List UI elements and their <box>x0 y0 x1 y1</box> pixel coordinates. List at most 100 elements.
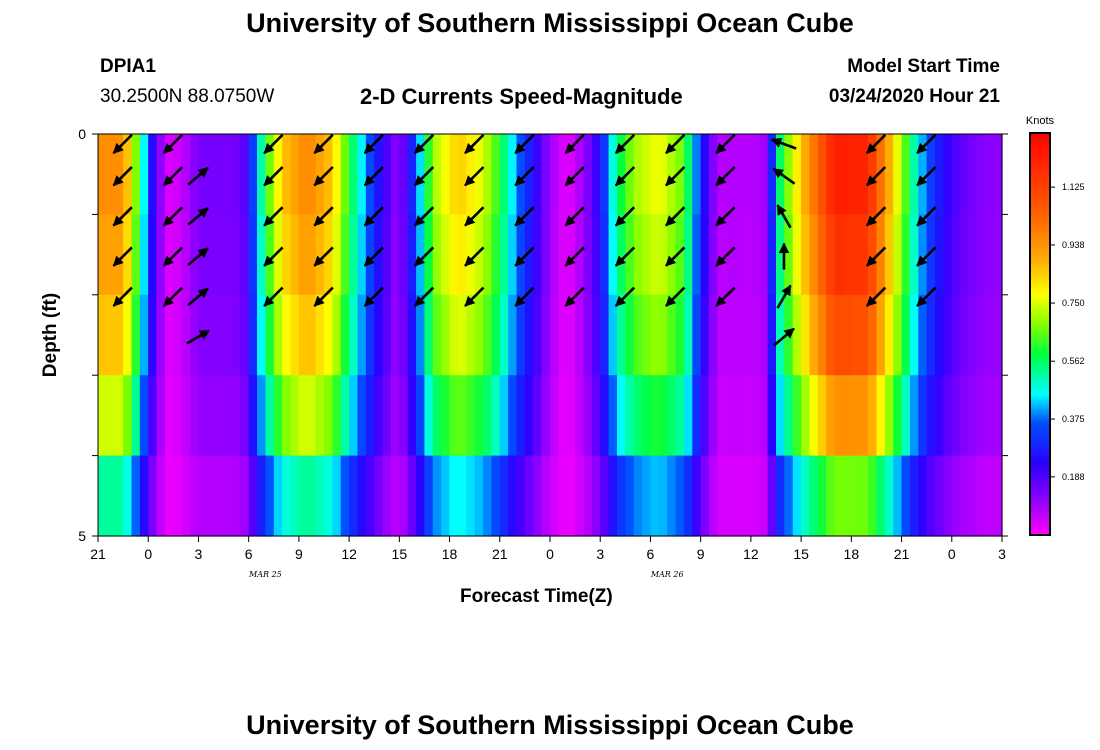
heat-cell <box>357 214 367 296</box>
heat-cell <box>608 214 618 296</box>
current-vector-arrow <box>614 246 636 267</box>
heat-cell <box>432 166 442 215</box>
heat-cell <box>374 375 384 457</box>
heat-cell <box>717 294 727 376</box>
heat-cell <box>926 134 936 167</box>
heat-cell <box>390 214 400 296</box>
heat-cell <box>826 455 836 537</box>
heat-cell <box>608 134 618 167</box>
heat-cell <box>650 134 660 167</box>
heat-cell <box>725 455 735 537</box>
heat-cell <box>424 294 434 376</box>
heat-cell <box>441 166 451 215</box>
heat-cell <box>382 166 392 215</box>
heat-cell <box>382 134 392 167</box>
heat-cell <box>918 166 928 215</box>
heat-cell <box>357 166 367 215</box>
x-tick-label: 0 <box>144 546 152 562</box>
heat-cell <box>859 294 869 376</box>
current-vector-arrow <box>187 287 209 307</box>
heat-cell <box>441 455 451 537</box>
heat-cell <box>474 294 484 376</box>
heat-cell <box>876 375 886 457</box>
heat-cell <box>809 214 819 296</box>
heat-cell <box>550 166 559 215</box>
heat-cell <box>625 294 635 376</box>
heat-cell <box>558 214 568 296</box>
current-vector-arrow <box>665 133 686 155</box>
heat-cell <box>550 375 559 457</box>
heat-cell <box>817 134 827 167</box>
current-vector-arrow <box>665 246 686 267</box>
heat-cell <box>709 375 719 457</box>
heat-cell <box>432 294 442 376</box>
heat-cell <box>759 134 769 167</box>
heat-cell <box>650 375 660 457</box>
heat-cell <box>759 214 769 296</box>
heat-cell <box>976 166 986 215</box>
current-vector-arrow <box>162 246 184 267</box>
heat-cell <box>960 166 970 215</box>
heat-cell <box>834 134 844 167</box>
heat-cell <box>491 455 501 537</box>
heat-cell <box>725 134 735 167</box>
heat-cell <box>884 375 894 457</box>
heat-cell <box>575 375 585 457</box>
heat-cell <box>976 455 986 537</box>
heat-cell <box>365 166 375 215</box>
heat-cell <box>298 455 308 537</box>
heat-cell <box>642 455 652 537</box>
heat-cell <box>240 134 250 167</box>
heat-cell <box>307 455 317 537</box>
heat-cell <box>943 166 953 215</box>
heat-cell <box>884 134 894 167</box>
heat-cell <box>399 166 409 215</box>
heat-cell <box>131 166 141 215</box>
x-tick-label: 18 <box>442 546 458 562</box>
heat-cell <box>826 166 836 215</box>
current-vector-arrow <box>614 206 636 227</box>
heat-cell <box>650 455 660 537</box>
current-vector-arrow <box>313 166 334 187</box>
heat-cell <box>759 375 769 457</box>
heat-cell <box>951 294 961 376</box>
heat-cell <box>767 375 777 457</box>
heat-cell <box>591 214 601 296</box>
heat-cell <box>960 214 970 296</box>
heat-cell <box>558 375 568 457</box>
heat-cell <box>273 455 283 537</box>
heat-cell <box>884 214 894 296</box>
heat-cell <box>541 166 551 215</box>
heat-cell <box>248 166 258 215</box>
heat-cell <box>893 455 903 537</box>
heat-cell <box>993 375 1003 457</box>
heat-cell <box>683 455 693 537</box>
x-tick-label: 6 <box>647 546 655 562</box>
heat-cell <box>683 166 693 215</box>
heat-cell <box>859 166 869 215</box>
heat-cell <box>692 455 702 537</box>
heat-cell <box>98 166 107 215</box>
current-vector-arrow <box>112 246 133 267</box>
heat-cell <box>792 375 802 457</box>
colorbar: Knots 1.125 0.938 0.750 0.562 0.375 0.188 <box>1026 115 1085 536</box>
heat-cell <box>901 294 911 376</box>
heat-cell <box>240 294 250 376</box>
heat-cell <box>842 214 852 296</box>
heat-cell <box>449 455 459 537</box>
model-start-label: Model Start Time <box>847 56 1000 77</box>
heat-cell <box>658 375 668 457</box>
heat-cell <box>817 294 827 376</box>
model-start-time: 03/24/2020 Hour 21 <box>828 86 1000 107</box>
current-vector-arrow <box>564 206 585 227</box>
heat-cell <box>290 294 300 376</box>
current-vector-arrow <box>162 286 184 307</box>
heat-cell <box>524 375 534 457</box>
heat-cell <box>591 455 601 537</box>
heat-cell <box>332 166 342 215</box>
heat-cell <box>742 455 752 537</box>
heat-cell <box>767 455 777 537</box>
heat-cell <box>734 134 744 167</box>
heat-cell <box>533 166 543 215</box>
